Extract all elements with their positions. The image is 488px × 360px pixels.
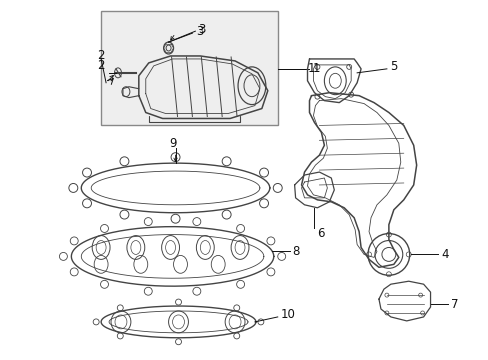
Text: 4: 4 [441, 248, 448, 261]
Text: 3: 3 [196, 24, 203, 38]
Text: 3: 3 [198, 23, 205, 36]
Text: 1: 1 [307, 62, 314, 75]
Text: 5: 5 [389, 60, 396, 73]
Text: 1: 1 [312, 62, 319, 75]
Text: 8: 8 [292, 245, 299, 258]
Text: 10: 10 [280, 309, 295, 321]
Text: 7: 7 [450, 297, 458, 311]
Text: 2: 2 [97, 59, 104, 72]
Text: 6: 6 [317, 227, 324, 240]
Bar [101, 11, 277, 125]
Text: 2: 2 [97, 49, 104, 63]
Text: 9: 9 [168, 137, 176, 150]
